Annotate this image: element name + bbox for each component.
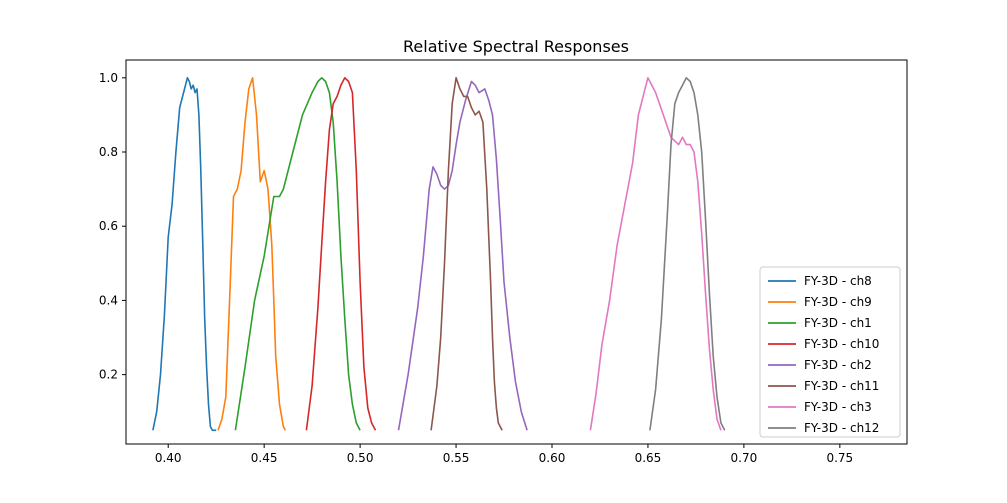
x-tick-label: 0.60	[539, 451, 566, 465]
y-tick-label: 0.2	[99, 368, 118, 382]
y-tick-label: 1.0	[99, 71, 118, 85]
legend-label: FY-3D - ch8	[804, 274, 872, 288]
y-tick-label: 0.8	[99, 145, 118, 159]
legend-label: FY-3D - ch12	[804, 421, 879, 435]
series-line-3	[234, 77, 361, 431]
x-tick-label: 0.70	[731, 451, 758, 465]
x-tick-label: 0.65	[635, 451, 662, 465]
plot-area: 0.40 0.45 0.50 0.55 0.60 0.65 0.70 0.75 0.20.40…	[99, 59, 908, 465]
series-line-7	[589, 77, 722, 431]
y-tick-label: 0.4	[99, 293, 118, 307]
legend-label: FY-3D - ch10	[804, 337, 879, 351]
x-tick-label: 0.55	[443, 451, 470, 465]
x-tick-label: 0.75	[826, 451, 853, 465]
y-axis: 0.2 0.4 0.6 0.8 1.0	[99, 71, 126, 382]
x-tick-label: 0.50	[347, 451, 374, 465]
legend-box	[759, 266, 901, 438]
legend-label: FY-3D - ch11	[804, 379, 879, 393]
series-line-8	[649, 77, 726, 431]
series-line-2	[217, 77, 287, 431]
series-line-1	[152, 77, 217, 432]
legend-label: FY-3D - ch1	[804, 316, 872, 330]
x-tick-label: 0.45	[251, 451, 278, 465]
plot-frame	[125, 59, 908, 445]
series-line-6	[430, 77, 503, 431]
legend-label: FY-3D - ch3	[804, 400, 872, 414]
legend-label: FY-3D - ch2	[804, 358, 872, 372]
y-tick-label: 0.6	[99, 219, 118, 233]
legend-label: FY-3D - ch9	[804, 295, 872, 309]
series-line-5	[397, 80, 528, 431]
series-line-4	[305, 77, 377, 431]
chart-title: Relative Spectral Responses	[403, 37, 629, 56]
x-tick-label: 0.40	[155, 451, 182, 465]
legend: FY-3D - ch8 FY-3D - ch9 FY-3D - ch1 FY-3D -…	[759, 266, 901, 438]
x-axis: 0.40 0.45 0.50 0.55 0.60 0.65 0.70 0.75	[155, 444, 853, 465]
series-layer	[152, 77, 726, 432]
